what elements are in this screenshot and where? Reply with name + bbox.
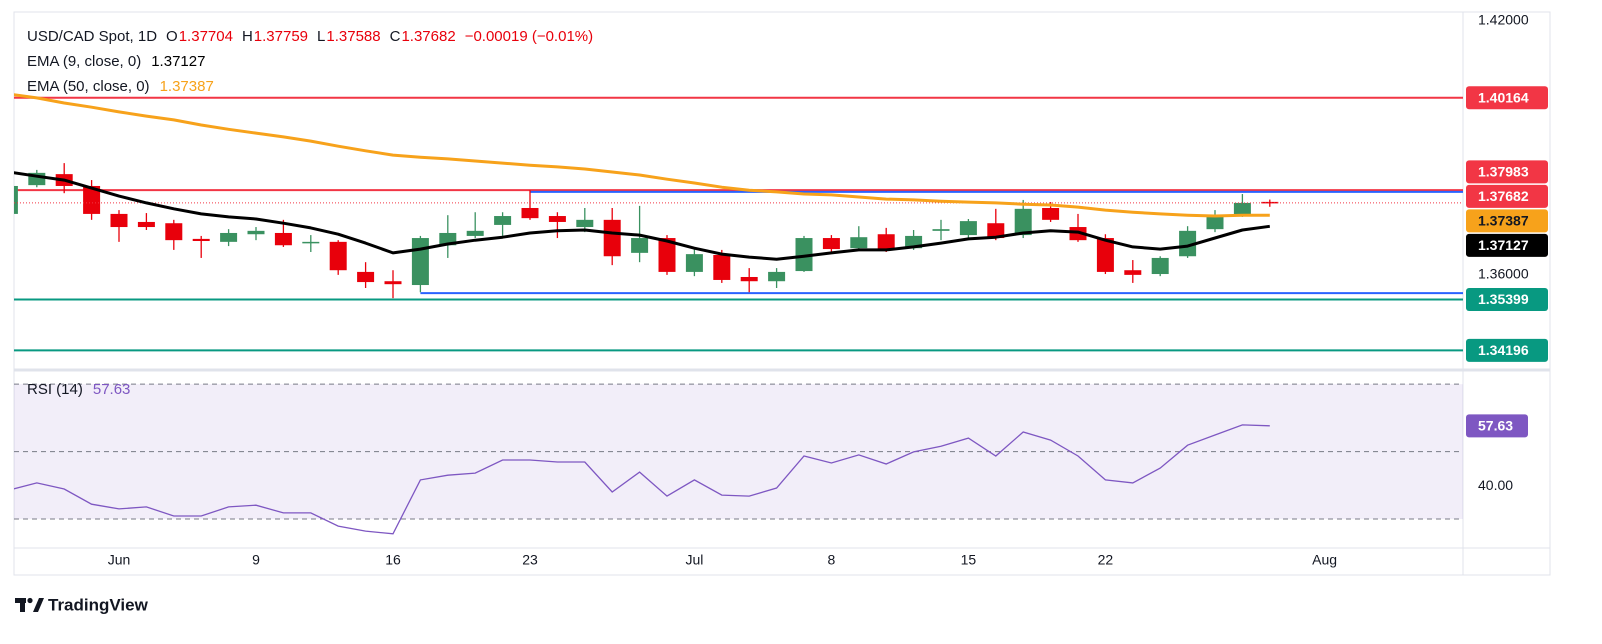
candle-body [713,254,731,280]
candle-body [1179,230,1197,257]
ema-line [14,171,1271,261]
ohlc-prefix: H [242,28,253,45]
candle-body [521,207,539,219]
candle-body [165,223,183,241]
price-label-box [1466,86,1548,110]
brand-logo [15,597,44,612]
candle-body [631,238,649,253]
candle-body [1124,270,1142,275]
candle-body [329,241,347,271]
candle-body [548,216,566,222]
ohlc-value: 1.37759 [254,28,308,45]
x-tick-label: Jul [685,552,703,568]
candle-body [302,241,320,244]
legend-value: 1.37127 [151,53,205,70]
x-tick-label: 9 [252,552,260,568]
rsi-label-box [1466,414,1528,438]
candle-body [768,271,786,282]
logo-part [20,598,25,612]
ohlc-value: 1.37588 [326,28,380,45]
ohlc-prefix: L [317,28,325,45]
candle-body [1261,201,1279,204]
price-label: 1.37682 [1478,188,1529,204]
price-pane [14,93,1463,352]
price-label-box [1466,160,1548,184]
candle-body [877,234,895,250]
candle-body [1014,208,1032,236]
ohlc-value: 1.37682 [401,28,455,45]
axes: Jun 9 16 23 Jul 8 15 22 Aug 1.36000 1.42000 1.40164… [108,12,1548,568]
candle-body [959,221,977,236]
candle-body [932,229,950,231]
y-tick-label: 1.42000 [1478,12,1529,28]
legend-name: EMA (50, close, 0) [27,78,150,95]
x-tick-label: 16 [385,552,401,568]
candle-body [110,213,128,228]
price-label-box [1466,233,1548,257]
candle-body [987,223,1005,239]
x-tick-label: 8 [828,552,836,568]
candle-body [740,276,758,282]
ohlc-prefix: C [390,28,401,45]
candle-body [1042,207,1060,220]
candle-body [1151,257,1169,275]
legend-name: RSI (14) [27,381,83,398]
rsi-line [14,424,1270,535]
candle-body [685,254,703,272]
price-label: 1.34196 [1478,342,1529,358]
candle-body [850,237,868,249]
x-tick-label: Aug [1312,552,1337,568]
logo-part [27,597,33,604]
x-tick-label: 22 [1098,552,1114,568]
price-label-box [1466,184,1548,208]
price-label-box [1466,209,1548,233]
candle-body [83,185,101,214]
candle-body [466,230,484,236]
price-label: 1.37127 [1478,237,1529,253]
logo-part [33,598,44,612]
candle-body [411,238,429,286]
change-label: −0.00019 (−0.01%) [465,28,593,45]
ohlc-prefix: O [166,28,178,45]
legend-value: 57.63 [93,381,131,398]
price-label-box [1466,287,1548,311]
candle-body [795,238,813,272]
candle-body [494,216,512,225]
candle-body [1206,215,1224,230]
ohlc-value: 1.37704 [179,28,233,45]
legend-name: EMA (9, close, 0) [27,53,141,70]
legend: USD/CAD Spot, 1D O 1.37704 H 1.37759 L 1.37588… [27,28,593,398]
candle-body [192,238,210,242]
x-tick-label: 15 [961,552,977,568]
rsi-tick-label: 40.00 [1478,477,1513,493]
rsi-label: 57.63 [1478,418,1513,434]
candle-body [822,238,840,250]
price-label: 1.37983 [1478,164,1529,180]
candle-body [603,219,621,257]
legend-value: 1.37387 [160,78,214,95]
y-tick-label: 1.36000 [1478,266,1529,282]
ema-line [14,93,1270,218]
brand: TradingView [48,595,149,614]
rsi-pane [14,383,1463,535]
candle-body [274,232,292,246]
price-label-box [1466,338,1548,362]
candle-body [357,271,375,283]
candle-body [384,281,402,285]
candle-body [658,238,676,272]
candle-body [137,221,155,228]
candle-body [1233,202,1251,217]
candle-body [576,219,594,228]
price-label: 1.37387 [1478,213,1529,229]
candle-body [247,230,265,235]
chart-title: USD/CAD Spot, 1D [27,28,157,45]
candle-body [14,185,18,214]
candle-body [220,232,238,242]
x-tick-label: Jun [108,552,131,568]
x-tick-label: 23 [522,552,538,568]
price-label: 1.40164 [1478,89,1529,105]
candle-body [1096,238,1114,272]
price-label: 1.35399 [1478,291,1529,307]
